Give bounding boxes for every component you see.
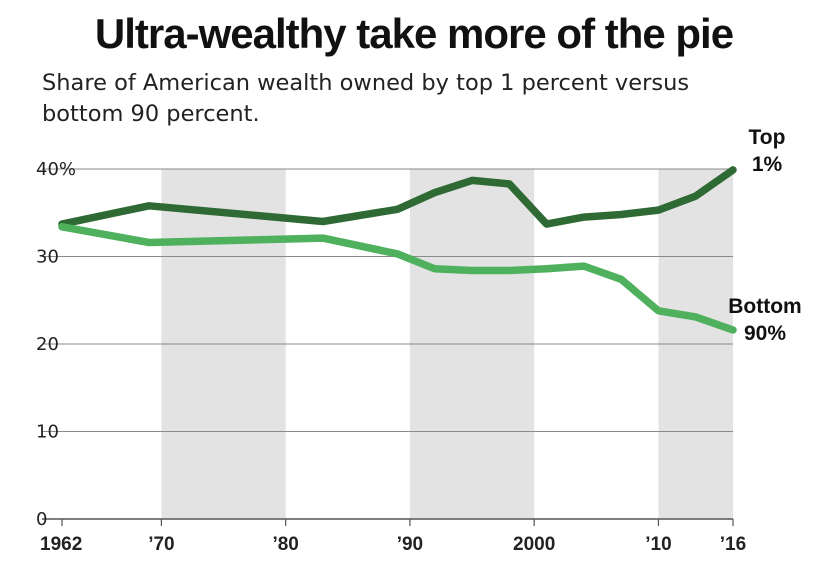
series-label-line: 90% — [744, 322, 786, 345]
x-axis-ticks: 1962 ’70 ’80 ’90 2000 ’10 ’16 — [40, 519, 746, 555]
series-labels: Top 1% Bottom 90% — [728, 126, 801, 345]
y-axis-ticks: 40% 30 20 10 0 — [36, 159, 76, 530]
x-tick-label: ’80 — [272, 534, 298, 555]
chart-title: Ultra-wealthy take more of the pie — [94, 10, 734, 57]
series-label-line: Top — [749, 126, 786, 149]
gridlines — [42, 168, 733, 520]
x-tick-label: 1962 — [40, 534, 82, 555]
y-tick-label: 20 — [36, 334, 59, 355]
y-tick-label: 0 — [36, 509, 47, 530]
x-tick-label: ’16 — [720, 534, 746, 555]
x-tick-label: ’70 — [148, 534, 174, 555]
x-tick-label: ’10 — [645, 534, 671, 555]
y-tick-label: 30 — [36, 247, 59, 268]
series-label-top-1-percent: Top 1% — [749, 126, 786, 176]
chart-subtitle: Share of American wealth owned by top 1 … — [42, 70, 690, 127]
y-tick-label: 10 — [36, 422, 59, 443]
series-label-bottom-90-percent: Bottom 90% — [728, 295, 801, 345]
x-tick-label: ’90 — [397, 534, 423, 555]
series-lines — [58, 166, 737, 334]
y-tick-label: 40% — [36, 159, 76, 180]
series-label-line: Bottom — [728, 295, 801, 318]
x-tick-label: 2000 — [513, 534, 555, 555]
series-label-line: 1% — [752, 153, 783, 176]
